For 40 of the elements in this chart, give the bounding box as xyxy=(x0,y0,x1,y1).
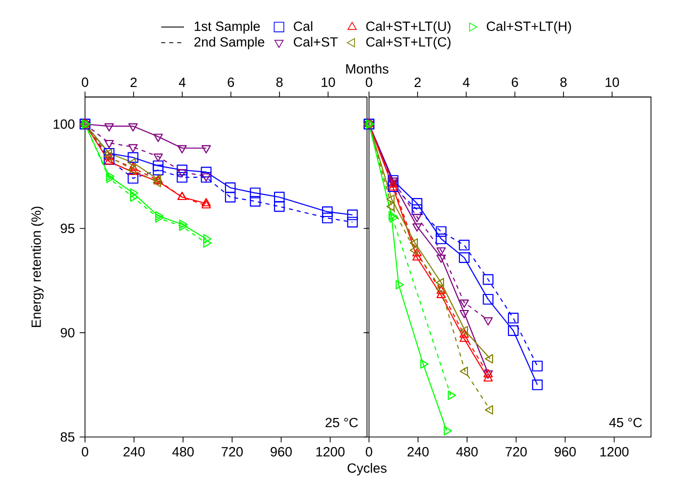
x-tick-label: 240 xyxy=(408,447,429,456)
x2-tick-label: 0 xyxy=(82,78,88,87)
y-tick-label: 85 xyxy=(60,432,74,442)
x-tick-label: 0 xyxy=(82,447,88,456)
x-tick-label: 1200 xyxy=(600,447,629,456)
x2-tick-label: 2 xyxy=(414,78,421,87)
x2-tick-label: 2 xyxy=(130,78,137,87)
x2-tick-label: 6 xyxy=(512,78,518,87)
x2-tick-label: 10 xyxy=(606,78,619,87)
x-tick-label: 0 xyxy=(366,447,372,456)
legend-label: Cal+ST+LT(H) xyxy=(486,21,572,34)
y-tick-label: 90 xyxy=(60,328,74,338)
x2-tick-label: 8 xyxy=(560,78,567,87)
x-tick-label: 480 xyxy=(172,447,194,456)
x-axis-title: Cycles xyxy=(348,463,387,476)
legend-label: Cal+ST xyxy=(294,36,338,47)
x-tick-label: 960 xyxy=(554,447,576,456)
x-tick-label: 1200 xyxy=(316,447,345,456)
legend-label: Cal+ST+LT(U) xyxy=(366,21,450,34)
x-tick-label: 960 xyxy=(270,447,292,456)
x-tick-label: 720 xyxy=(222,447,243,456)
x2-tick-label: 10 xyxy=(322,78,336,87)
x2-tick-label: 0 xyxy=(366,78,372,87)
y-axis-title: Energy retention (%) xyxy=(31,206,44,328)
x2-tick-label: 8 xyxy=(276,78,283,87)
x2-tick-label: 4 xyxy=(178,78,186,87)
annotation: 25 °C xyxy=(326,418,358,428)
x2-tick-label: 6 xyxy=(228,78,234,87)
text: 1st Sample xyxy=(194,21,260,34)
x-tick-label: 240 xyxy=(124,447,145,456)
annotation: 45 °C xyxy=(609,418,642,428)
x2-tick-label: 4 xyxy=(462,78,470,87)
x-tick-label: 480 xyxy=(456,447,478,456)
y-tick-label: 95 xyxy=(60,224,74,234)
legend-label: Cal xyxy=(294,21,312,31)
text: 2nd Sample xyxy=(194,36,264,50)
x2-axis-title: Months xyxy=(346,64,388,74)
y-tick-label: 100 xyxy=(54,119,74,129)
legend-label: Cal+ST+LT(C) xyxy=(366,36,450,50)
x-tick-label: 720 xyxy=(506,447,527,456)
